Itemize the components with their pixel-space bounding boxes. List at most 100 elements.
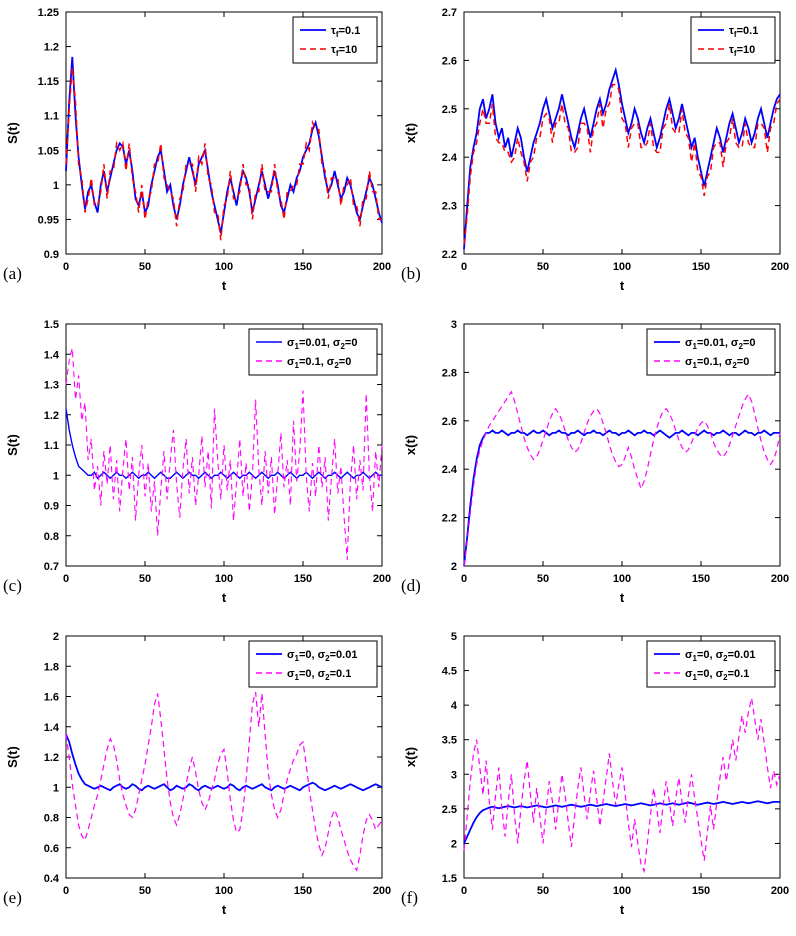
y-tick-label: 1.2 [44, 752, 59, 764]
x-axis-label: t [620, 902, 625, 917]
x-tick-label: 50 [537, 573, 549, 585]
y-tick-label: 1.05 [38, 145, 59, 157]
axis-ticks [463, 635, 781, 879]
x-tick-label: 50 [139, 261, 151, 273]
x-tick-label: 150 [294, 885, 312, 897]
legend: σ1=0, σ2=0.01 σ1=0, σ2=0.1 [646, 640, 776, 688]
axis-tick-labels: 0 50 100 150 200 2 2.2 2.4 2.6 2.8 3 [442, 319, 789, 585]
legend-entry-label: σ1=0, σ2=0.1 [287, 668, 351, 682]
legend-entry-label: σ1=0, σ2=0.1 [685, 668, 749, 682]
y-tick-label: 1.6 [44, 692, 59, 704]
y-tick-label: 1 [53, 180, 59, 192]
x-tick-label: 150 [692, 573, 710, 585]
panel-label-d: (d) [401, 576, 421, 595]
x-tick-label: 100 [613, 885, 631, 897]
y-tick-label: 1.2 [44, 42, 59, 54]
chart-f-canvas: 0 50 100 150 200 1.5 2 2.5 3 3.5 4 4.5 5 t x(t) σ1=0, σ… [403, 631, 789, 917]
y-tick-label: 2.5 [442, 104, 457, 116]
y-tick-label: 0.9 [44, 249, 59, 261]
subplot-f: 0 50 100 150 200 1.5 2 2.5 3 3.5 4 4.5 5 t x(t) σ1=0, σ… [398, 624, 796, 936]
series-line-1 [463, 83, 781, 245]
x-tick-label: 200 [771, 573, 789, 585]
chart-e-canvas: 0 50 100 150 200 0.4 0.6 0.8 1 1.2 1.4 1.6 1.8 2 t S(t)… [5, 631, 391, 917]
series-line-0 [463, 429, 780, 567]
x-tick-label: 200 [771, 261, 789, 273]
legend-box [292, 16, 378, 64]
panel-label-c: (c) [3, 576, 22, 595]
y-tick-label: 4 [451, 700, 458, 712]
subplot-d: 0 50 100 150 200 2 2.2 2.4 2.6 2.8 3 t x(t) σ1=0.01, … [398, 312, 796, 624]
subplot-e: 0 50 100 150 200 0.4 0.6 0.8 1 1.2 1.4 1.6 1.8 2 t S(t)… [0, 624, 398, 936]
legend-entry-label: τf=10 [729, 44, 755, 58]
legend-box [690, 16, 776, 64]
x-tick-label: 50 [537, 261, 549, 273]
y-tick-label: 4.5 [442, 666, 457, 678]
legend-entry-label: σ1=0, σ2=0.01 [685, 649, 755, 663]
x-tick-label: 0 [461, 573, 467, 585]
y-tick-label: 0.95 [38, 214, 59, 226]
y-tick-label: 2.2 [442, 513, 457, 525]
x-axis-label: t [222, 278, 227, 293]
y-axis-label: S(t) [5, 434, 20, 456]
x-tick-label: 200 [373, 885, 391, 897]
legend-entry-label: τf=0.1 [331, 25, 360, 39]
y-tick-label: 1.5 [442, 873, 457, 885]
x-tick-label: 0 [461, 885, 467, 897]
x-tick-label: 150 [692, 261, 710, 273]
axis-tick-labels: 0 50 100 150 200 1.5 2 2.5 3 3.5 4 4.5 5 [442, 631, 789, 897]
x-tick-label: 0 [63, 885, 69, 897]
x-axis-label: t [620, 590, 625, 605]
y-tick-label: 0.7 [44, 561, 59, 573]
legend: τf=0.1 τf=10 [690, 16, 776, 64]
x-tick-label: 200 [373, 261, 391, 273]
panel-label-b: (b) [401, 264, 421, 283]
axis-tick-labels: 0 50 100 150 200 2.2 2.3 2.4 2.5 2.6 2.7 [442, 7, 789, 273]
x-tick-label: 200 [373, 573, 391, 585]
legend: σ1=0, σ2=0.01 σ1=0, σ2=0.1 [248, 640, 378, 688]
axis-tick-labels: 0 50 100 150 200 0.7 0.8 0.9 1 1.1 1.2 1.3 1.4 1.5 [44, 319, 391, 585]
chart-d-canvas: 0 50 100 150 200 2 2.2 2.4 2.6 2.8 3 t x(t) σ1=0.01, … [403, 319, 789, 605]
y-tick-label: 2 [451, 838, 457, 850]
y-tick-label: 1.3 [44, 380, 59, 392]
subplot-c: 0 50 100 150 200 0.7 0.8 0.9 1 1.1 1.2 1.3 1.4 1.5 t S(… [0, 312, 398, 624]
y-tick-label: 2 [451, 561, 457, 573]
chart-b-canvas: 0 50 100 150 200 2.2 2.3 2.4 2.5 2.6 2.7 t x(t) τf=0.… [403, 7, 789, 293]
x-tick-label: 50 [537, 885, 549, 897]
y-tick-label: 1.2 [44, 410, 59, 422]
y-tick-label: 1.15 [38, 76, 59, 88]
legend-box [248, 640, 378, 688]
series-line-1 [65, 67, 382, 241]
legend-entry-label: τf=10 [331, 44, 357, 58]
y-tick-label: 1.4 [44, 722, 60, 734]
x-tick-label: 0 [63, 261, 69, 273]
legend-entry-label: σ1=0.1, σ2=0 [685, 356, 749, 370]
x-tick-label: 100 [613, 261, 631, 273]
series-line-1 [463, 390, 781, 567]
y-tick-label: 1.5 [44, 319, 59, 331]
series-line-0 [463, 800, 780, 844]
y-tick-label: 1 [53, 470, 59, 482]
series-line-0 [65, 408, 382, 480]
x-tick-label: 0 [63, 573, 69, 585]
axis-ticks [65, 323, 383, 567]
x-tick-label: 50 [139, 885, 151, 897]
legend-entry-label: σ1=0.01, σ2=0 [685, 337, 755, 351]
y-axis-label: x(t) [403, 123, 418, 143]
subplot-a: 0 50 100 150 200 0.9 0.95 1 1.05 1.1 1.15 1.2 1.25 t S… [0, 0, 398, 312]
x-axis-label: t [222, 590, 227, 605]
y-axis-label: S(t) [5, 746, 20, 768]
series-line-1 [65, 348, 383, 560]
panel-label-e: (e) [3, 888, 22, 907]
y-tick-label: 5 [451, 631, 457, 643]
y-tick-label: 1.8 [44, 661, 59, 673]
legend-box [646, 640, 776, 688]
legend-entry-label: σ1=0, σ2=0.01 [287, 649, 357, 663]
chart-a-canvas: 0 50 100 150 200 0.9 0.95 1 1.05 1.1 1.15 1.2 1.25 t S… [5, 7, 391, 293]
y-tick-label: 2.7 [442, 7, 457, 19]
series-line-1 [65, 691, 383, 872]
y-tick-label: 2.4 [442, 464, 458, 476]
x-tick-label: 200 [771, 885, 789, 897]
series-line-0 [65, 733, 383, 792]
legend-entry-label: σ1=0.01, σ2=0 [287, 337, 357, 351]
panel-label-f: (f) [401, 888, 418, 907]
